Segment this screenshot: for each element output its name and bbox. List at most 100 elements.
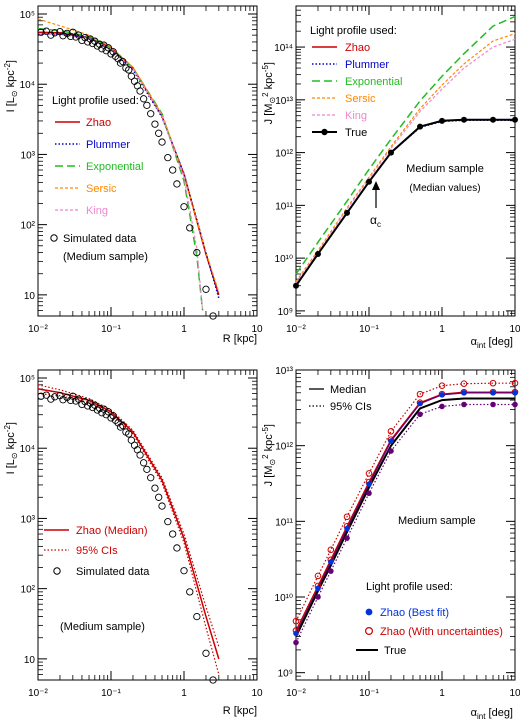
simulated-data-point bbox=[180, 567, 188, 575]
x-tick-label: 10⁻¹ bbox=[101, 688, 121, 699]
simulated-data-point bbox=[209, 312, 217, 320]
data-points bbox=[293, 116, 518, 289]
simulated-data-point bbox=[111, 52, 120, 60]
simulated-data-point bbox=[169, 166, 177, 174]
simulated-data-point bbox=[111, 416, 120, 424]
series-plummer-line bbox=[295, 119, 515, 287]
ci-upper-point bbox=[314, 572, 322, 580]
legend-label-zhao: Zhao bbox=[86, 117, 111, 129]
legend-label-exponential: Exponential bbox=[345, 76, 403, 88]
legend-label-plummer: Plummer bbox=[86, 139, 130, 151]
simulated-data-point bbox=[109, 412, 117, 420]
simulated-data-point bbox=[155, 129, 163, 137]
simulated-data-point bbox=[59, 396, 67, 404]
legend-title: Light profile used: bbox=[310, 25, 397, 37]
y-tick-label: 10¹³ bbox=[275, 366, 293, 377]
simulated-data-point bbox=[136, 451, 144, 459]
legend-label-exponential: Exponential bbox=[86, 161, 144, 173]
panel-zhao-intensity: 10⁻² 10⁻¹ 1 10 10 10² 10³ 10⁴ 10⁵ I [L⊙ kpc-2] R… bbox=[3, 369, 263, 717]
best-fit-point bbox=[315, 585, 321, 592]
annotation-medium-sample: Medium sample bbox=[406, 163, 484, 175]
ci-lower-point bbox=[293, 639, 299, 646]
simulated-data-point bbox=[104, 44, 113, 52]
true-point bbox=[512, 116, 518, 123]
ci-lower-point bbox=[388, 448, 394, 454]
best-fit-point bbox=[344, 525, 350, 532]
simulated-data-point bbox=[180, 203, 188, 211]
simulated-data-point bbox=[139, 95, 148, 103]
alpha-c-label: αc bbox=[370, 213, 381, 229]
x-tick-label: 1 bbox=[439, 688, 445, 699]
legend: Light profile used: Zhao Plummer Exponen… bbox=[310, 25, 403, 139]
simulated-data-point bbox=[186, 224, 194, 232]
legend-swatch-uncertainties bbox=[365, 626, 374, 635]
y-tick-label: 10¹¹ bbox=[275, 201, 293, 212]
legend-label-zhao: Zhao bbox=[345, 42, 370, 54]
x-axis-label: R [kpc] bbox=[223, 333, 257, 345]
curves bbox=[295, 382, 515, 643]
annotation-median-values: (Median values) bbox=[409, 183, 480, 194]
simulated-data-point bbox=[136, 87, 144, 95]
legend-label-simulated: Simulated data bbox=[76, 566, 150, 578]
simulated-data-point bbox=[74, 31, 83, 39]
ci-lower-point bbox=[328, 568, 334, 574]
x-tick-label: 10 bbox=[509, 688, 520, 699]
ci-upper-point bbox=[343, 513, 351, 521]
legend-label-median: Median bbox=[330, 384, 366, 396]
y-tick-label: 10⁵ bbox=[20, 10, 35, 21]
simulated-data-point bbox=[119, 421, 127, 430]
simulated-data-point bbox=[116, 59, 125, 67]
data-points bbox=[37, 391, 217, 684]
true-point bbox=[387, 149, 394, 156]
ci-upper-point bbox=[460, 380, 468, 387]
simulated-data-point bbox=[147, 474, 155, 482]
simulated-data-point bbox=[86, 35, 94, 43]
best-fit-point bbox=[388, 438, 394, 444]
simulated-data-point bbox=[143, 101, 151, 110]
x-tick-label: 1 bbox=[181, 324, 187, 335]
y-tick-label: 10³ bbox=[21, 514, 36, 525]
axes: 10⁻² 10⁻¹ 1 10 10 10² 10³ 10⁴ 10⁵ bbox=[20, 370, 263, 699]
y-tick-label: 10 bbox=[24, 655, 36, 666]
best-fit-point bbox=[512, 389, 518, 396]
ci-lower-point bbox=[417, 411, 423, 418]
simulated-data-point bbox=[173, 180, 181, 188]
true-point bbox=[460, 116, 467, 123]
ci-upper-point bbox=[365, 470, 373, 477]
ci-lower-point bbox=[512, 401, 518, 408]
x-tick-label: 10 bbox=[509, 324, 520, 335]
data-points bbox=[37, 27, 217, 320]
legend-swatch-simulated bbox=[53, 567, 61, 575]
plot-frame bbox=[37, 5, 258, 317]
plot-frame bbox=[295, 5, 516, 317]
y-tick-label: 10¹² bbox=[275, 442, 293, 453]
ci-upper-point bbox=[292, 617, 300, 625]
best-fit-point bbox=[461, 389, 467, 396]
series-best-fit-line bbox=[295, 392, 515, 634]
legend-label-best-fit: Zhao (Best fit) bbox=[380, 607, 449, 619]
y-axis-label: I [L⊙ kpc-2] bbox=[3, 60, 19, 112]
simulated-data-point bbox=[51, 29, 59, 37]
series-exponential-line bbox=[295, 15, 516, 275]
ci-upper-point bbox=[438, 382, 446, 390]
true-point bbox=[417, 123, 424, 130]
y-tick-label: 10¹³ bbox=[275, 96, 293, 107]
simulated-data-point bbox=[125, 66, 133, 74]
y-axis-label: J [M⊙2 kpc-5] bbox=[261, 424, 277, 486]
simulated-data-point bbox=[104, 408, 113, 416]
y-tick-label: 10¹⁴ bbox=[274, 43, 293, 54]
simulated-data-point bbox=[107, 50, 115, 58]
simulated-data-point bbox=[164, 517, 172, 526]
ci-lower-point bbox=[315, 594, 321, 600]
best-fit-point bbox=[490, 389, 496, 396]
simulated-data-point bbox=[74, 395, 83, 403]
series-true-line bbox=[295, 118, 515, 287]
simulated-data-point bbox=[173, 544, 181, 552]
y-tick-label: 10⁹ bbox=[278, 307, 293, 318]
axes: 10⁻² 10⁻¹ 1 10 10⁹ 10¹⁰ 10¹¹ 10¹² 10¹³ bbox=[275, 366, 520, 699]
simulated-data-point bbox=[193, 612, 201, 621]
simulated-data-point bbox=[37, 392, 45, 400]
y-axis-label: J [M⊙2 kpc-5] bbox=[261, 62, 277, 124]
simulated-data-point bbox=[209, 676, 217, 684]
x-tick-label: 10⁻¹ bbox=[101, 324, 121, 335]
